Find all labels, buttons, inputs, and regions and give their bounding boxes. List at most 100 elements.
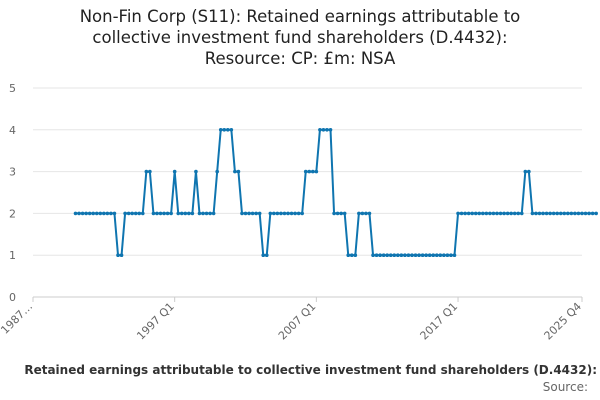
data-point — [349, 253, 354, 257]
data-point — [194, 169, 198, 174]
data-point — [371, 253, 375, 257]
data-point — [137, 211, 142, 216]
chart-caption: Retained earnings attributable to collec… — [24, 363, 597, 377]
data-point — [452, 253, 457, 257]
data-point — [438, 253, 443, 257]
data-point — [201, 211, 205, 216]
x-tick-label: 2007 Q1 — [276, 300, 319, 343]
data-point — [112, 211, 117, 216]
data-point — [385, 253, 389, 257]
data-point — [364, 211, 368, 216]
data-point — [187, 211, 191, 216]
data-point — [158, 211, 163, 216]
data-point — [303, 169, 308, 174]
data-point — [296, 211, 301, 216]
data-point — [413, 253, 418, 257]
data-point — [169, 211, 173, 216]
data-point — [410, 253, 414, 257]
data-point — [491, 211, 496, 216]
data-point — [498, 211, 503, 216]
y-tick-label: 2 — [9, 207, 16, 220]
data-point — [502, 211, 506, 216]
data-point — [183, 211, 188, 216]
data-point — [339, 211, 343, 216]
data-point — [378, 253, 382, 257]
y-tick-label: 3 — [9, 166, 16, 179]
data-point — [381, 253, 386, 257]
y-tick-label: 4 — [9, 124, 16, 137]
data-point — [360, 211, 365, 216]
data-point — [254, 211, 258, 216]
data-point — [208, 211, 212, 216]
data-point — [84, 211, 88, 216]
data-point — [190, 211, 195, 216]
data-point — [442, 253, 446, 257]
data-point — [590, 211, 595, 216]
data-point — [162, 211, 166, 216]
data-point — [562, 211, 567, 216]
data-point — [300, 211, 304, 216]
data-point — [534, 211, 538, 216]
data-point — [342, 211, 347, 216]
data-point — [272, 211, 276, 216]
data-point — [233, 169, 237, 174]
data-point — [406, 253, 411, 257]
data-point — [481, 211, 485, 216]
data-point — [321, 128, 326, 132]
data-point — [544, 211, 549, 216]
data-point — [148, 169, 152, 174]
data-point — [261, 253, 266, 257]
data-point — [335, 211, 340, 216]
data-point — [282, 211, 287, 216]
data-point — [357, 211, 361, 216]
data-point — [459, 211, 464, 216]
y-tick-label: 0 — [9, 291, 16, 304]
data-point — [431, 253, 436, 257]
data-point — [286, 211, 290, 216]
data-point — [399, 253, 404, 257]
chart-title: Non-Fin Corp (S11): Retained earnings at… — [0, 6, 600, 69]
data-point — [311, 169, 315, 174]
source-label: Source: — [542, 380, 588, 394]
data-point — [229, 128, 234, 132]
data-point — [105, 211, 110, 216]
data-point — [116, 253, 120, 257]
data-point — [473, 211, 478, 216]
data-point — [236, 169, 241, 174]
data-point — [505, 211, 510, 216]
data-point — [587, 211, 591, 216]
data-point — [573, 211, 577, 216]
data-point — [516, 211, 521, 216]
data-point — [353, 253, 358, 257]
data-point — [424, 253, 428, 257]
data-point — [420, 253, 425, 257]
data-point — [91, 211, 96, 216]
data-point — [484, 211, 489, 216]
data-point — [403, 253, 407, 257]
data-point — [523, 169, 528, 174]
data-point — [367, 211, 372, 216]
data-point — [509, 211, 513, 216]
y-tick-label: 1 — [9, 249, 16, 262]
data-point — [165, 211, 170, 216]
data-point — [87, 211, 92, 216]
data-point — [179, 211, 184, 216]
data-point — [151, 211, 156, 216]
data-point — [569, 211, 574, 216]
data-point — [488, 211, 492, 216]
data-point — [204, 211, 209, 216]
data-point — [555, 211, 560, 216]
data-point — [257, 211, 262, 216]
data-point — [102, 211, 106, 216]
data-point — [527, 169, 531, 174]
data-point — [583, 211, 588, 216]
data-point — [566, 211, 570, 216]
data-point — [73, 211, 78, 216]
data-series — [73, 128, 598, 257]
data-point — [130, 211, 134, 216]
data-point — [218, 128, 223, 132]
data-point — [293, 211, 297, 216]
data-point — [264, 253, 269, 257]
data-point — [434, 253, 439, 257]
